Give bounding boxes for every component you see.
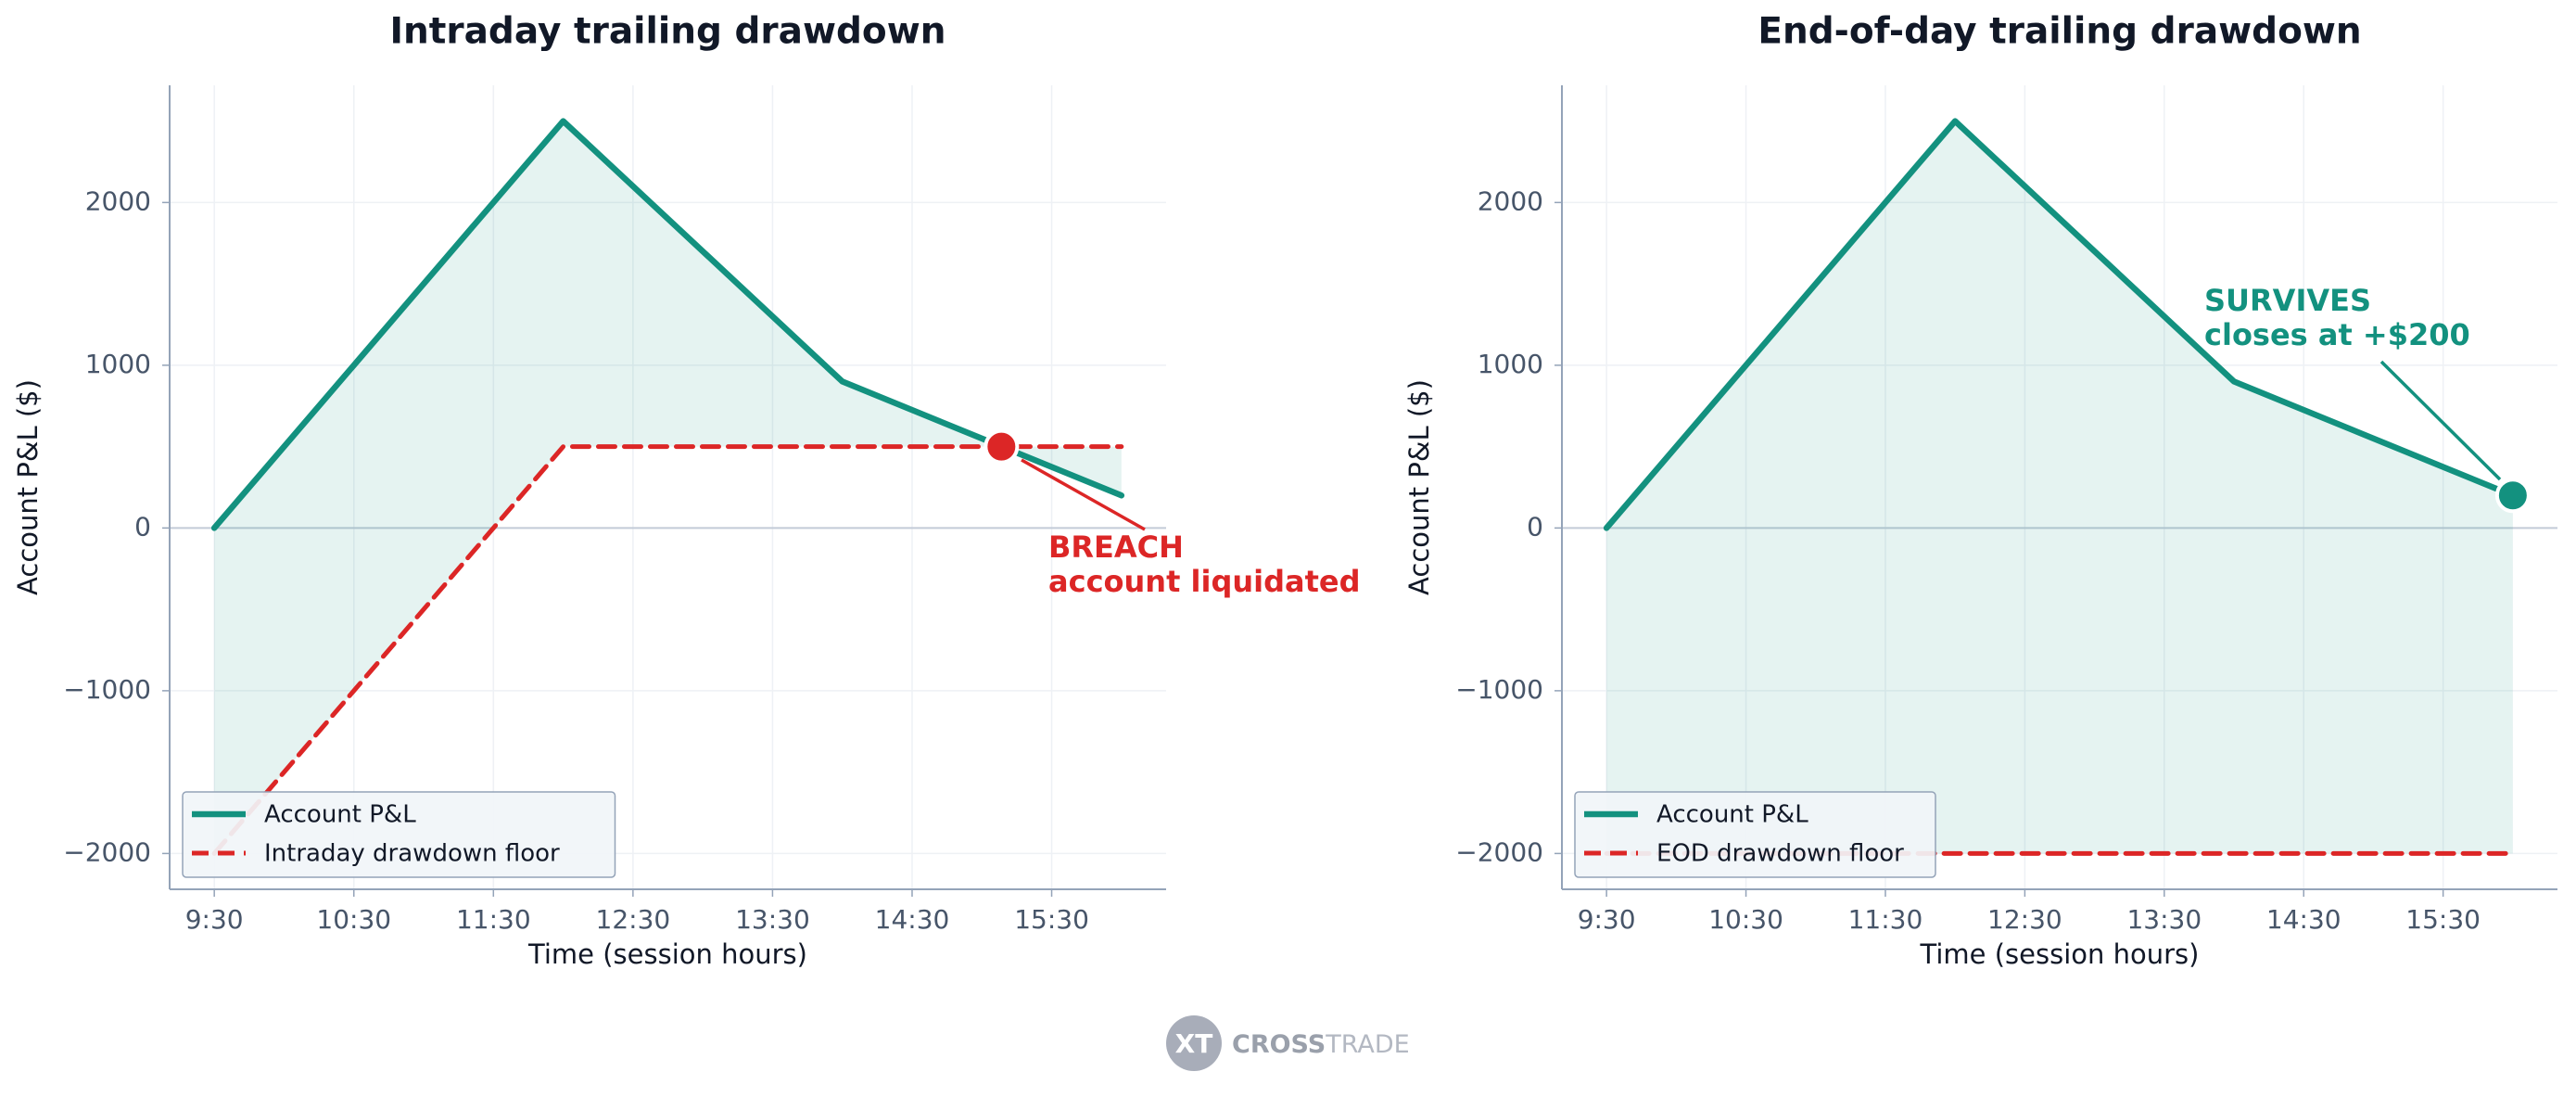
x-tick-label: 11:30 — [1848, 904, 1923, 935]
legend-box — [182, 791, 616, 878]
y-tick-label: −1000 — [1455, 674, 1543, 705]
x-tick-label: 12:30 — [1987, 904, 2062, 935]
x-axis-label: Time (session hours) — [527, 938, 807, 970]
chart: End-of-day trailing drawdown −2000 −1000 0 1… — [1403, 11, 2557, 970]
annotation-text: BREACH — [1048, 529, 1184, 565]
annotation-text: closes at +$200 — [2204, 317, 2470, 352]
x-tick-label: 15:30 — [1014, 904, 1089, 935]
series-line — [211, 444, 1124, 856]
area-fill — [214, 121, 1122, 854]
x-tick-label: 9:30 — [1578, 904, 1636, 935]
marker — [2494, 478, 2531, 514]
x-tick-label: 12:30 — [596, 904, 671, 935]
series-line — [210, 118, 1125, 531]
x-tick-label: 10:30 — [1708, 904, 1783, 935]
annotation-text: account liquidated — [1048, 564, 1361, 599]
y-tick-label: −1000 — [63, 674, 151, 705]
x-tick-label: 13:30 — [735, 904, 810, 935]
chart: Intraday trailing drawdown −2000 −1000 0 100… — [12, 11, 1361, 971]
x-tick-label: 14:30 — [875, 904, 950, 935]
logo-brand-light: TRADE — [1325, 1030, 1409, 1059]
legend-label: Account P&L — [264, 801, 416, 829]
y-axis-label: Account P&L ($) — [1403, 379, 1435, 595]
logo-brand-bold: CROSS — [1232, 1030, 1326, 1059]
area-fill — [1606, 121, 2513, 854]
x-axis-label: Time (session hours) — [1920, 938, 2200, 970]
y-tick-label: 1000 — [85, 349, 151, 379]
x-tick-label: 10:30 — [316, 904, 391, 935]
logo: XT CROSSTRADE — [1166, 1015, 1410, 1071]
x-tick-label: 15:30 — [2405, 904, 2481, 935]
x-tick-label: 11:30 — [456, 904, 531, 935]
y-tick-label: 2000 — [85, 185, 151, 216]
y-tick-label: −2000 — [1455, 836, 1543, 867]
x-tick-label: 13:30 — [2126, 904, 2202, 935]
legend-label: Intraday drawdown floor — [264, 840, 560, 868]
annotation-arrow — [1021, 458, 1146, 531]
marker — [983, 428, 1020, 465]
y-tick-label: 0 — [134, 511, 151, 542]
legend-label: EOD drawdown floor — [1656, 840, 1904, 868]
annotation-text: SURVIVES — [2204, 283, 2371, 318]
logo-text: CROSSTRADE — [1232, 1030, 1410, 1059]
x-tick-label: 9:30 — [185, 904, 244, 935]
legend-box — [1574, 791, 1936, 878]
series-line — [1603, 118, 2517, 531]
y-axis-label: Account P&L ($) — [12, 379, 44, 595]
logo-circle — [1166, 1015, 1222, 1071]
y-tick-label: 2000 — [1478, 185, 1543, 216]
chart-title: End-of-day trailing drawdown — [1758, 11, 2361, 53]
logo-mark: XT — [1175, 1028, 1213, 1059]
y-tick-label: 1000 — [1478, 349, 1543, 379]
y-tick-label: 0 — [1527, 511, 1543, 542]
chart-title: Intraday trailing drawdown — [389, 11, 945, 53]
x-tick-label: 14:30 — [2266, 904, 2341, 935]
y-tick-label: −2000 — [63, 836, 151, 867]
legend-label: Account P&L — [1656, 801, 1808, 829]
annotation-arrow — [2379, 360, 2502, 481]
